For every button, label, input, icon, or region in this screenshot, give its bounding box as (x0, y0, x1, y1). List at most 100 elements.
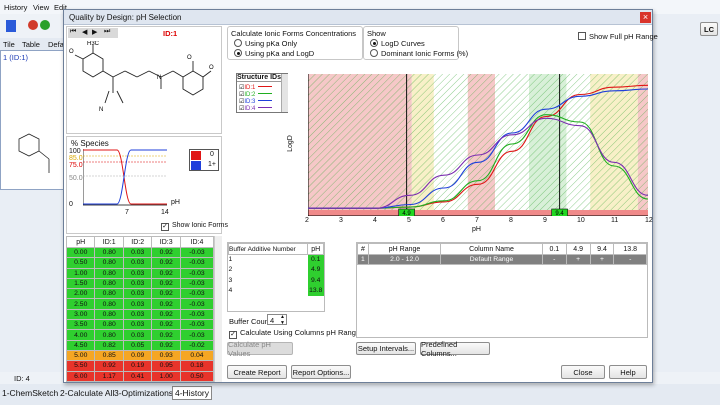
stop-icon[interactable] (28, 20, 38, 30)
new-doc-icon[interactable] (6, 20, 16, 32)
ph-marker-badge[interactable] (551, 208, 568, 216)
table-row[interactable]: 2.50 0.80 0.03 0.92 -0.03 (66, 298, 214, 310)
radio-pka-only[interactable]: Using pKa Only (234, 39, 297, 48)
structure-ids-scrollbar[interactable] (281, 74, 288, 112)
range-col-header[interactable]: pH Range (367, 243, 442, 255)
ph-marker-label: 4.9 (402, 211, 411, 216)
buffer-count-label: Buffer Count (229, 317, 271, 326)
buffer-row[interactable]: 3 9.4 (229, 275, 324, 286)
tab-tile[interactable]: Tile (3, 40, 15, 49)
buffer-row[interactable]: 2 4.9 (228, 264, 324, 276)
table-row[interactable]: 1.00 0.80 0.03 0.92 -0.03 (66, 267, 214, 279)
buffer-col-ph[interactable]: pH (307, 243, 324, 255)
buffer-count-spinner[interactable]: 4 ▲ ▼ (267, 314, 287, 326)
radio-logd-curves[interactable]: LogD Curves (370, 39, 425, 48)
nav-last-icon[interactable]: ⏭ (104, 28, 111, 35)
nav-next-icon[interactable]: ▶ (92, 29, 98, 36)
show-title: Show (367, 29, 386, 38)
table-row[interactable]: 4.50 0.82 0.05 0.92 -0.02 (66, 339, 214, 351)
dialog-titlebar: Quality by Design: pH Selection × (64, 10, 652, 25)
range-col-header[interactable]: 4.9 (565, 243, 591, 255)
table-row[interactable]: 5.00 0.85 0.09 0.93 0.04 (66, 349, 214, 362)
table-cell: 0.92 (151, 319, 181, 331)
table-row[interactable]: 3.00 0.80 0.03 0.92 -0.03 (66, 308, 214, 321)
table-cell: 5.00 (66, 349, 96, 362)
show-ionic-checkbox[interactable]: ✓ Show Ionic Forms (161, 222, 228, 231)
table-row[interactable]: 6.501.530.841.080.96 (66, 380, 214, 382)
compound-tile[interactable]: 1 (ID:1) (0, 50, 64, 190)
structure-id-item[interactable]: ☑ID:3 (239, 98, 273, 105)
show-full-ph-checkbox[interactable]: Show Full pH Range (578, 32, 658, 41)
table-row[interactable]: 0.00 0.80 0.03 0.92 -0.03 (66, 246, 214, 259)
buffer-row[interactable]: 4 13.8 (229, 285, 324, 296)
table-cell: 0.80 (94, 319, 124, 331)
ph-table-scrollbar[interactable] (214, 236, 222, 382)
structure-id-item[interactable]: ☑ID:4 (239, 105, 273, 112)
buffer-col-number[interactable]: Buffer Additive Number (227, 243, 309, 255)
buffer-number: 2 (228, 266, 233, 274)
table-cell: 0.84 (122, 380, 153, 382)
table-row[interactable]: 1.50 0.80 0.03 0.92 -0.03 (66, 277, 214, 290)
radio-icon (370, 49, 378, 57)
nav-prev-icon[interactable]: ◀ (82, 29, 88, 36)
bottom-tab-history[interactable]: 4-History (172, 386, 213, 400)
lc-button[interactable]: LC (700, 22, 718, 36)
nav-first-icon[interactable]: ⏮ (70, 28, 77, 35)
menu-history[interactable]: History (4, 3, 28, 12)
create-report-button[interactable]: Create Report (227, 365, 287, 379)
table-cell: -0.02 (179, 339, 214, 351)
table-cell: 0.19 (122, 360, 153, 372)
tab-default[interactable]: Defa (48, 40, 64, 49)
run-icon[interactable] (40, 20, 50, 30)
range-col-header[interactable]: Column Name (440, 243, 543, 255)
table-row[interactable]: 2.00 0.80 0.03 0.92 -0.03 (66, 288, 214, 300)
tab-table[interactable]: Table (22, 40, 40, 49)
col-header-id3[interactable]: ID:3 (151, 236, 181, 248)
dialog-close-icon[interactable]: × (640, 12, 651, 23)
table-row[interactable]: 6.00 1.17 0.41 1.00 0.50 (66, 370, 214, 382)
bottom-tab-calculate-all[interactable]: 2-Calculate All (60, 388, 115, 398)
buffer-ph-value[interactable]: 4.9 (307, 264, 324, 276)
buffer-row[interactable]: 1 0.1 (229, 254, 324, 265)
col-header-ph[interactable]: pH (66, 236, 96, 248)
setup-intervals-button[interactable]: Setup Intervals... (356, 342, 416, 355)
range-col-header[interactable]: 13.8 (613, 243, 647, 255)
buffer-ph-value[interactable]: 9.4 (307, 275, 324, 286)
structure-id-item[interactable]: ☑ID:1 (239, 84, 273, 91)
x-tick-label: 10 (577, 217, 585, 224)
ph-marker-badge[interactable] (398, 208, 415, 216)
table-row[interactable]: 5.50 0.92 0.19 0.95 0.18 (66, 360, 214, 372)
radio-pka-logd[interactable]: Using pKa and LogD (234, 49, 314, 58)
table-cell: 0.03 (122, 308, 153, 321)
calculate-ph-button[interactable]: Calculate pH Values (227, 340, 293, 358)
radio-pka-only-label: Using pKa Only (245, 39, 298, 48)
structure-ids-box: Structure IDs ☑ID:1 ☑ID:2 ☑ID:3 ☑ID:4 (236, 73, 288, 113)
structure-id-label: ID:1 (163, 29, 178, 38)
radio-dominant-forms[interactable]: Dominant Ionic Forms (%) (370, 49, 468, 58)
use-columns-checkbox[interactable]: ✓ Calculate Using Columns pH Ranges (229, 328, 364, 339)
help-button[interactable]: Help (609, 365, 647, 379)
table-row[interactable]: 0.50 0.80 0.03 0.92 -0.03 (66, 257, 214, 269)
spinner-arrows-icon[interactable]: ▲ ▼ (280, 314, 285, 326)
col-header-id4[interactable]: ID:4 (179, 236, 214, 248)
table-row[interactable]: 4.00 0.80 0.03 0.92 -0.03 (66, 329, 214, 341)
buffer-ph-value[interactable]: 13.8 (307, 285, 324, 296)
menu-view[interactable]: View (33, 3, 50, 12)
col-header-id2[interactable]: ID:2 (122, 236, 153, 248)
bottom-tab-chemsketch[interactable]: 1-ChemSketch (2, 388, 59, 398)
bottom-tab-optimizations[interactable]: 3-Optimizations (114, 388, 174, 398)
range-col-header[interactable]: 9.4 (589, 243, 615, 255)
structure-id-item[interactable]: ☑ID:2 (239, 91, 273, 98)
ranges-panel: # pH Range Column Name 0.1 4.9 9.4 13.8 1 2.0 -… (356, 242, 648, 338)
predefined-columns-button[interactable]: Predefined Columns... (420, 340, 490, 358)
table-row[interactable]: 3.50 0.80 0.03 0.92 -0.03 (66, 319, 214, 331)
report-options-button[interactable]: Report Options... (291, 365, 351, 379)
range-row-default[interactable]: 1 2.0 - 12.0 Default Range - + + - (357, 253, 647, 266)
close-button[interactable]: Close (561, 365, 605, 379)
col-header-id1[interactable]: ID:1 (94, 236, 124, 248)
range-col-header[interactable]: # (357, 243, 369, 255)
menu-edit[interactable]: Edit (54, 3, 67, 12)
buffer-ph-value[interactable]: 0.1 (307, 254, 324, 265)
range-col-header[interactable]: 0.1 (541, 243, 567, 255)
legend-label-1: 1+ (208, 161, 216, 168)
